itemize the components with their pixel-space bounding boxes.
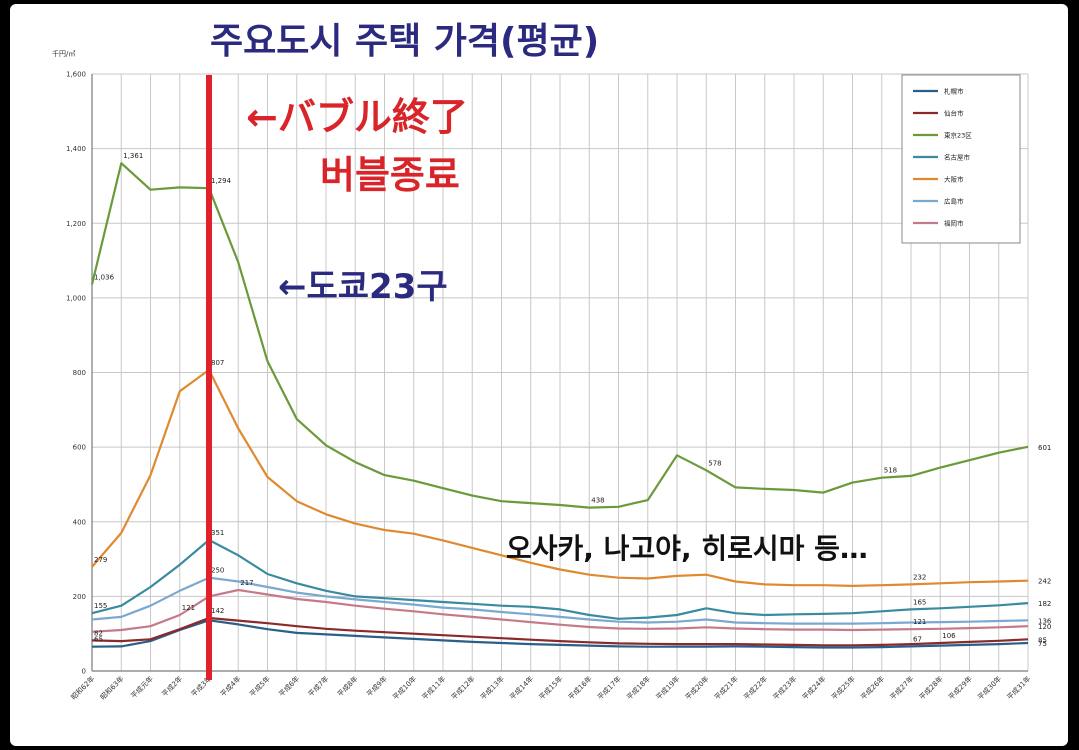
series-line-5 — [91, 576, 1029, 625]
y-tick-label: 1,400 — [66, 145, 86, 153]
x-tick-label: 平成28年 — [917, 674, 945, 702]
x-tick-label: 平成18年 — [625, 674, 653, 702]
x-tick-label: 平成10年 — [391, 674, 419, 702]
data-label: 65 — [94, 636, 103, 644]
legend-label: 広島市 — [944, 197, 964, 206]
y-axis-unit: 千円/㎡ — [52, 49, 75, 58]
x-tick-label: 平成21年 — [712, 674, 740, 702]
series-line-3 — [91, 538, 1029, 620]
legend-label: 仙台市 — [944, 109, 964, 118]
legend-label: 札幌市 — [944, 87, 964, 96]
x-tick-label: 平成25年 — [829, 674, 857, 702]
series-line-4 — [91, 368, 1029, 588]
data-label: 67 — [913, 635, 922, 643]
y-tick-label: 600 — [73, 444, 86, 452]
x-tick-label: 平成8年 — [335, 674, 359, 698]
y-tick-label: 1,000 — [66, 294, 86, 302]
x-tick-label: 平成元年 — [129, 674, 155, 700]
data-label: 807 — [211, 359, 224, 367]
chart-title: 주요도시 주택 가격(평균) — [210, 21, 599, 62]
data-label: 182 — [1038, 600, 1051, 608]
x-tick-label: 昭和63年 — [98, 674, 126, 702]
legend-label: 東京23区 — [944, 131, 972, 140]
series-line-1 — [91, 616, 1029, 647]
data-label: 242 — [1038, 578, 1051, 586]
x-tick-label: 昭和62年 — [69, 674, 97, 702]
x-tick-label: 平成31年 — [1005, 674, 1033, 702]
data-label: 217 — [240, 579, 253, 587]
other-cities-annotation: 오사카, 나고야, 히로시마 등… — [506, 532, 868, 565]
x-tick-label: 平成23年 — [771, 674, 799, 702]
data-label: 1,361 — [123, 152, 143, 160]
x-tick-label: 平成19年 — [654, 674, 682, 702]
x-tick-label: 平成26年 — [859, 674, 887, 702]
x-tick-label: 平成30年 — [976, 674, 1004, 702]
y-tick-label: 1,200 — [66, 220, 86, 228]
series-line-6 — [91, 588, 1029, 633]
data-label: 250 — [211, 567, 224, 575]
data-label: 121 — [182, 604, 195, 612]
bubble-end-annotation-ko: 버블종료 — [320, 153, 460, 197]
data-label: 120 — [1038, 623, 1051, 631]
x-tick-label: 平成16年 — [566, 674, 594, 702]
data-label: 232 — [913, 573, 926, 581]
data-label: 75 — [1038, 640, 1047, 648]
data-label: 106 — [942, 632, 956, 640]
series-lines — [90, 162, 1029, 649]
x-tick-label: 平成24年 — [800, 674, 828, 702]
data-label: 142 — [211, 607, 224, 615]
data-label: 351 — [211, 529, 224, 537]
data-label: 165 — [913, 598, 926, 606]
y-tick-label: 200 — [73, 593, 86, 601]
x-tick-label: 平成2年 — [160, 674, 184, 698]
tokyo-annotation: ←도쿄23구 — [278, 267, 448, 307]
data-label: 279 — [94, 556, 107, 564]
data-label: 155 — [94, 602, 107, 610]
legend-label: 大阪市 — [944, 175, 964, 184]
x-tick-label: 平成15年 — [537, 674, 565, 702]
data-label: 518 — [884, 467, 897, 475]
legend-box — [901, 74, 1021, 244]
data-label: 121 — [913, 618, 926, 626]
data-label: 82 — [94, 629, 103, 637]
data-label: 1,036 — [94, 273, 115, 281]
x-tick-label: 平成27年 — [888, 674, 916, 702]
x-tick-label: 平成9年 — [365, 674, 389, 698]
x-tick-label: 平成13年 — [478, 674, 506, 702]
x-tick-label: 平成17年 — [595, 674, 623, 702]
x-tick-label: 平成29年 — [946, 674, 974, 702]
x-tick-label: 平成6年 — [277, 674, 301, 698]
bubble-end-annotation-jp: ←バブル終了 — [246, 95, 468, 139]
x-tick-label: 平成11年 — [420, 674, 448, 702]
series-line-0 — [91, 619, 1029, 649]
data-label: 85 — [1038, 636, 1047, 644]
data-label: 136 — [1038, 617, 1052, 625]
legend-label: 福岡市 — [944, 219, 964, 228]
series-line-2 — [90, 162, 1029, 509]
data-label: 578 — [708, 459, 721, 467]
legend-label: 名古屋市 — [944, 153, 971, 162]
y-tick-label: 400 — [73, 518, 86, 526]
data-label: 601 — [1038, 444, 1051, 452]
y-tick-label: 1,600 — [66, 71, 86, 79]
data-labels: 1,036 1,361 1,294 438 578 518 601 279 807 232 242 1… — [94, 152, 1052, 648]
y-tick-label: 800 — [73, 369, 86, 377]
data-label: 438 — [591, 497, 604, 505]
x-tick-label: 平成14年 — [508, 674, 536, 702]
x-tick-label: 平成22年 — [742, 674, 770, 702]
x-tick-label: 平成20年 — [683, 674, 711, 702]
x-tick-label: 平成7年 — [306, 674, 330, 698]
data-label: 1,294 — [211, 177, 232, 185]
x-tick-label: 平成12年 — [449, 674, 477, 702]
y-tick-label: 0 — [82, 668, 86, 676]
x-tick-label: 平成5年 — [248, 674, 272, 698]
x-tick-label: 平成4年 — [218, 674, 242, 698]
